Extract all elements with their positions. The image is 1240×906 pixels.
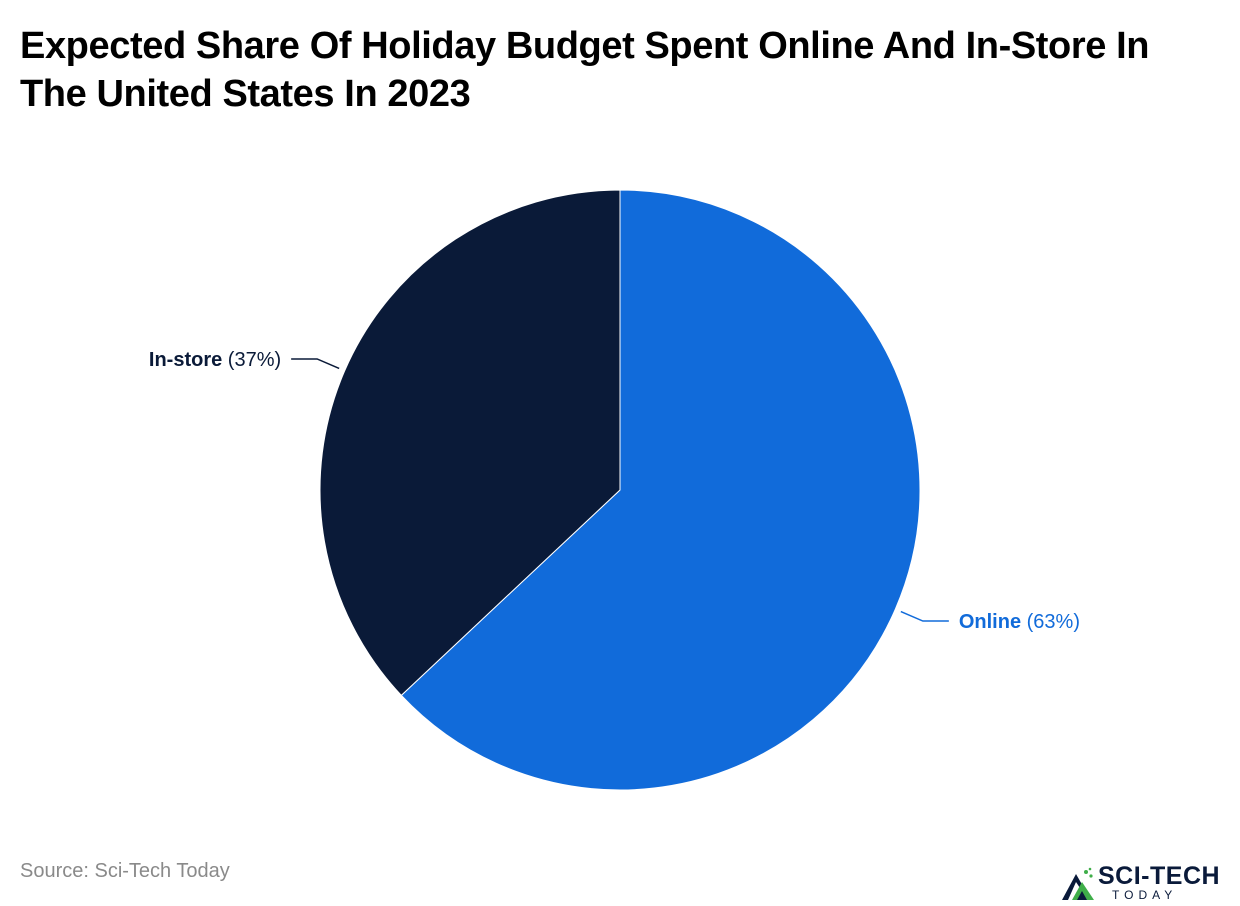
pie-slice-in-store [319, 189, 621, 697]
mountain-logo-icon [1062, 867, 1094, 900]
brand-logo: SCI-TECH TODAY [1060, 862, 1236, 902]
slice-label-online: Online (63%) [959, 611, 1080, 633]
logo-wordmark: SCI-TECH [1098, 862, 1221, 890]
slice-label-value: (63%) [1021, 611, 1080, 633]
pie-slice-online [400, 189, 921, 791]
source-note: Source: Sci-Tech Today [20, 860, 230, 882]
leader-line-online [900, 610, 949, 622]
logo-subtitle: TODAY [1112, 888, 1178, 902]
slice-label-name: Online [959, 611, 1021, 633]
slice-label-value: (37%) [222, 349, 281, 371]
leader-line-in-store [291, 358, 340, 370]
slice-label-name: In-store [149, 349, 222, 371]
chart-title: Expected Share Of Holiday Budget Spent O… [20, 25, 1150, 115]
slice-label-in-store: In-store (37%) [149, 349, 281, 371]
